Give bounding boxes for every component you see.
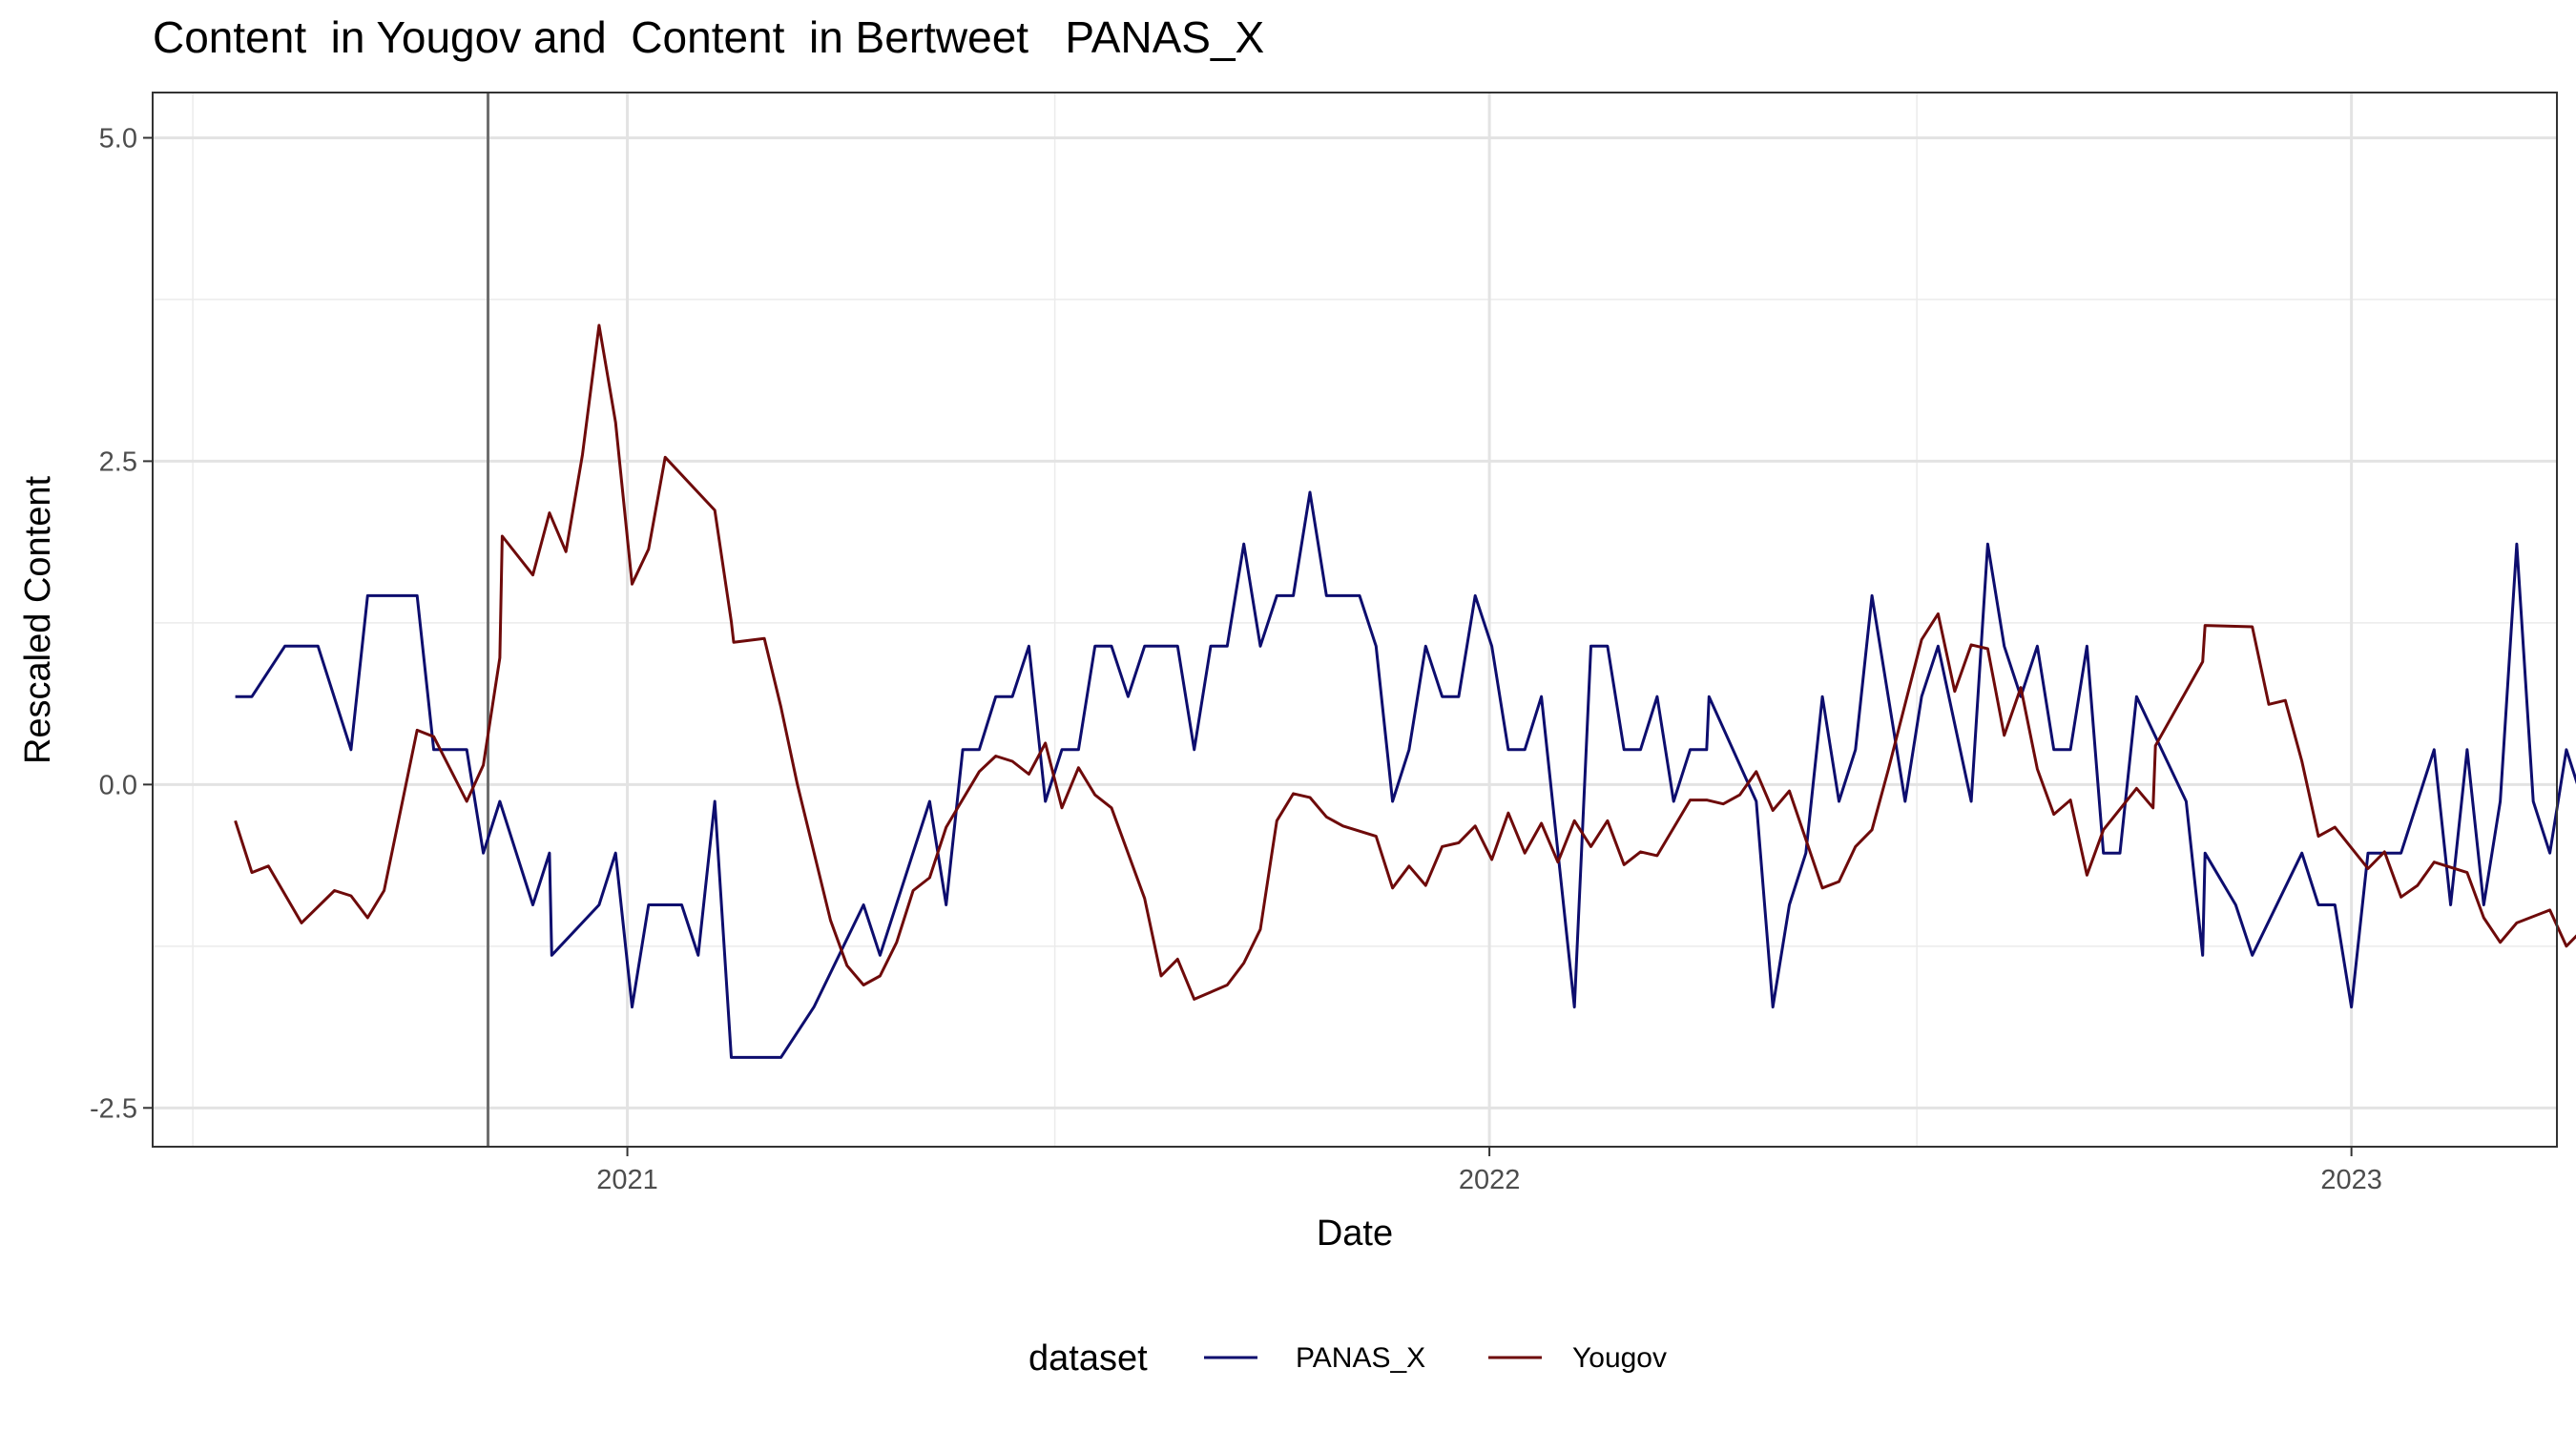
y-tick-label: 5.0 <box>99 123 137 154</box>
y-tick-label: 0.0 <box>99 770 137 800</box>
series-line-panas-x <box>235 490 2576 1059</box>
y-tick-label: 2.5 <box>99 446 137 477</box>
legend-label-yougov: Yougov <box>1572 1342 1667 1374</box>
x-axis-title: Date <box>1317 1213 1393 1254</box>
x-tick-label: 2021 <box>596 1165 658 1195</box>
series-line-yougov <box>234 323 2576 1001</box>
legend-title: dataset <box>1028 1338 1148 1379</box>
legend: dataset PANAS_X Yougov <box>1028 1338 1667 1379</box>
y-axis: -2.5 0.0 2.5 5.0 <box>90 123 153 1124</box>
plot-panel-background <box>153 93 2557 1147</box>
x-tick-label: 2022 <box>1459 1165 1521 1195</box>
plot-panel-border <box>152 92 2558 1148</box>
x-axis: 2021 2022 2023 <box>596 1147 2382 1195</box>
x-tick-label: 2023 <box>2320 1165 2382 1195</box>
y-axis-title: Rescaled Content <box>18 476 58 765</box>
chart-title: Content in Yougov and Content in Bertwee… <box>153 12 1265 62</box>
series-layer <box>234 323 2576 1059</box>
y-tick-label: -2.5 <box>90 1093 137 1124</box>
grid-minor <box>153 93 2557 1147</box>
grid-major <box>153 93 2557 1147</box>
legend-label-panas-x: PANAS_X <box>1296 1342 1425 1374</box>
